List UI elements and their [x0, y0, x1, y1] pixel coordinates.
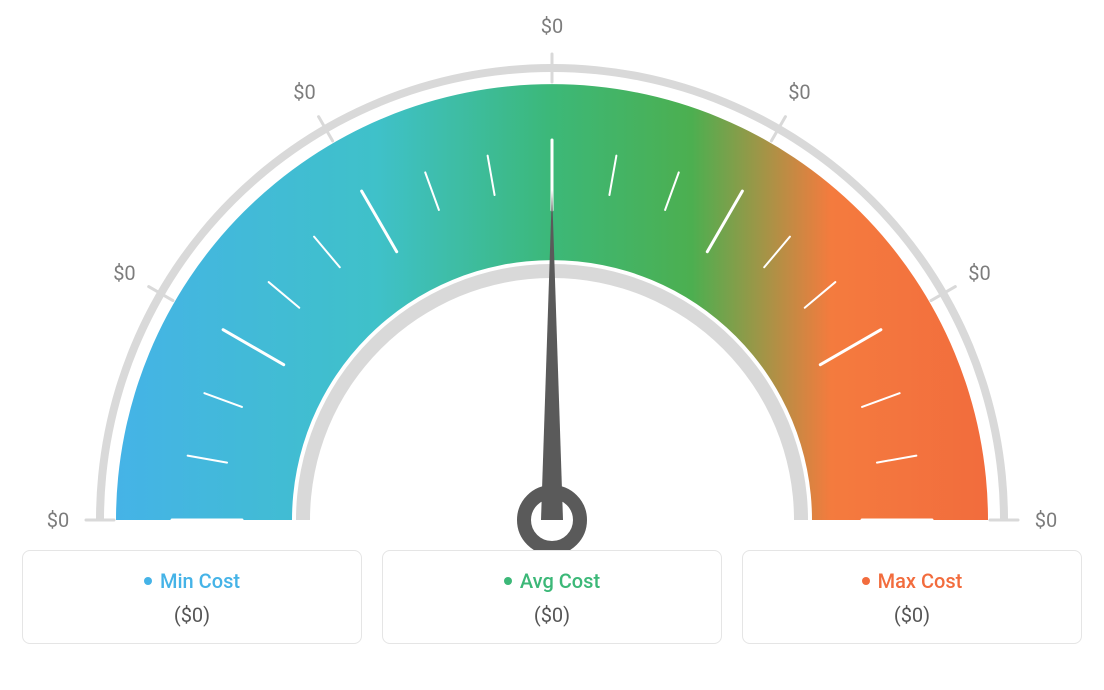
legend-dot-icon: [504, 577, 512, 585]
legend-value: ($0): [755, 603, 1069, 627]
gauge-tick-label: $0: [47, 508, 69, 532]
gauge-tick-label: $0: [293, 80, 315, 104]
legend-title: Avg Cost: [504, 569, 600, 593]
chart-container: $0$0$0$0$0$0$0 Min Cost($0)Avg Cost($0)M…: [0, 0, 1104, 690]
gauge-svg: [22, 10, 1082, 550]
legend-card: Avg Cost ($0): [382, 550, 722, 644]
legend-dot-icon: [144, 577, 152, 585]
legend-title-text: Min Cost: [160, 569, 240, 593]
legend-title: Max Cost: [862, 569, 963, 593]
gauge-tick-label: $0: [968, 261, 990, 285]
gauge-tick-label: $0: [113, 261, 135, 285]
legend-card: Min Cost ($0): [22, 550, 362, 644]
legend-value: ($0): [395, 603, 709, 627]
legend-card: Max Cost ($0): [742, 550, 1082, 644]
gauge-chart: $0 $0 $0 $0 $0 $0 $0: [22, 10, 1082, 550]
legend-dot-icon: [862, 577, 870, 585]
gauge-tick-label: $0: [541, 14, 563, 38]
legend-value: ($0): [35, 603, 349, 627]
gauge-tick-label: $0: [1035, 508, 1057, 532]
legend-title-text: Avg Cost: [520, 569, 600, 593]
legend-title: Min Cost: [144, 569, 240, 593]
legend-title-text: Max Cost: [878, 569, 963, 593]
gauge-tick-label: $0: [788, 80, 810, 104]
legend-row: Min Cost ($0) Avg Cost ($0) Max Cost ($0): [22, 550, 1082, 644]
